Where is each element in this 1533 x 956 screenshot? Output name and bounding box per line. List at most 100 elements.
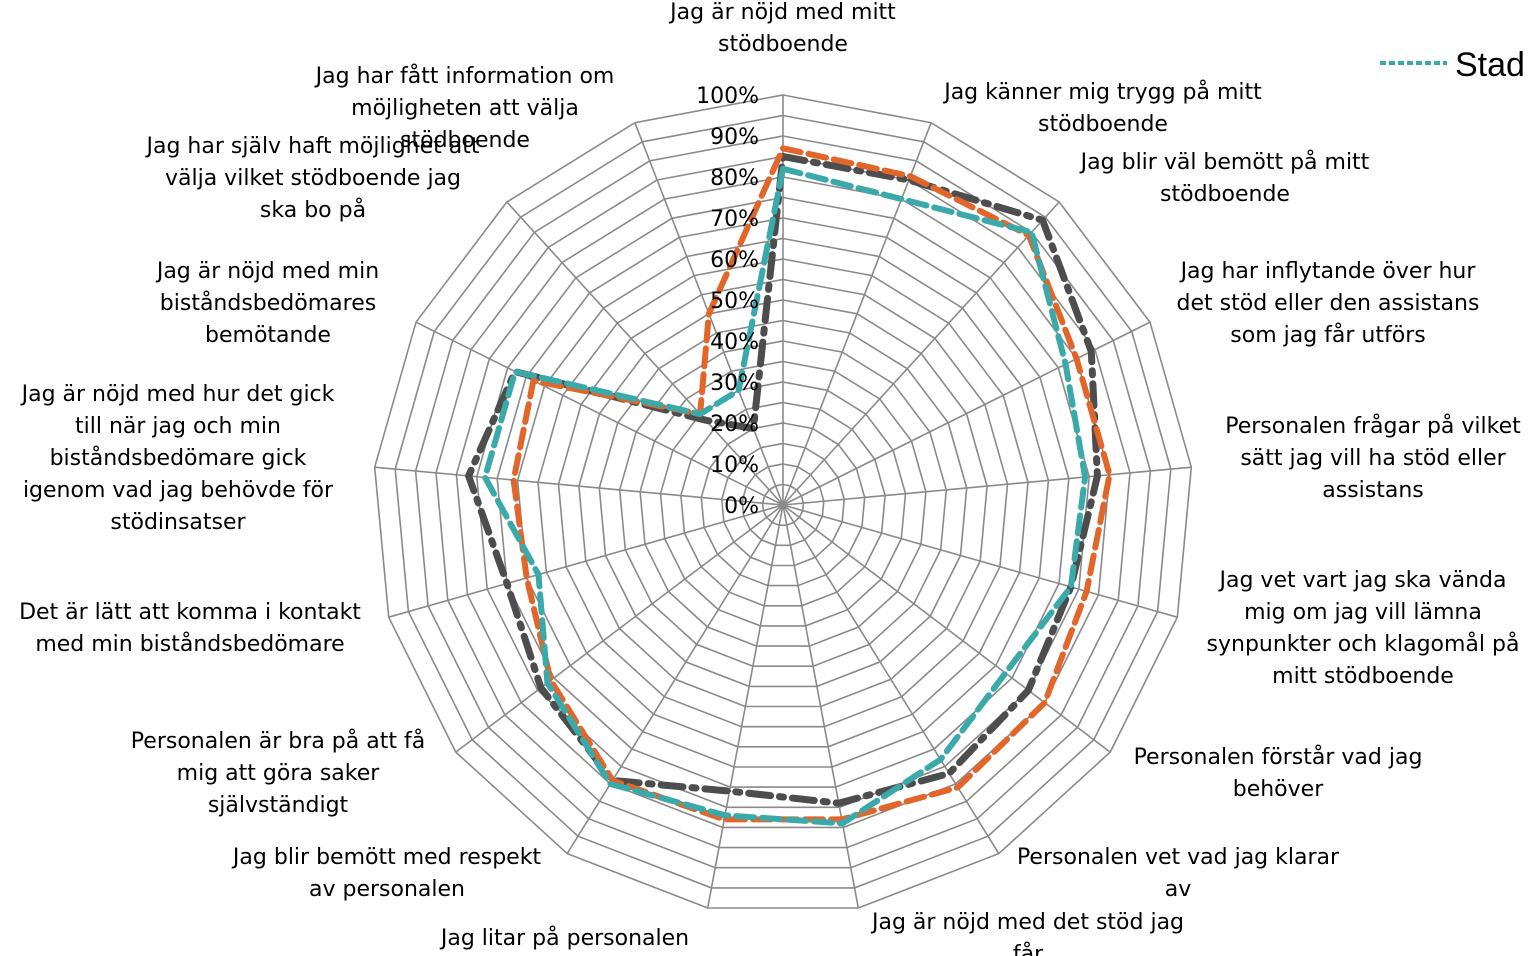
category-label: Det är lätt att komma i kontakt med min b…: [19, 600, 361, 657]
data-point: [728, 789, 731, 793]
legend-label-stad: Stad: [1455, 46, 1525, 84]
data-point: [837, 801, 841, 805]
tick-label: 100%: [696, 84, 759, 109]
data-point: [781, 146, 785, 150]
series-line-3: [482, 165, 1089, 827]
series-line-2: [510, 145, 1113, 823]
radial-spoke: [782, 504, 1111, 753]
grid-ring: [720, 442, 846, 567]
data-point: [751, 427, 755, 430]
data-point: [900, 197, 903, 201]
data-point: [512, 478, 516, 482]
data-point: [1043, 701, 1047, 705]
data-point: [505, 582, 509, 585]
grid-ring: [414, 135, 1152, 869]
data-point: [1108, 473, 1112, 477]
data-point: [1069, 585, 1073, 589]
tick-label: 70%: [710, 207, 759, 232]
data-point: [513, 370, 517, 374]
grid-ring: [475, 196, 1091, 809]
radial-spoke: [506, 201, 784, 506]
data-point: [1095, 474, 1099, 478]
radial-spoke: [782, 122, 932, 506]
grid-ring: [618, 340, 948, 668]
radial-spoke: [782, 504, 1178, 618]
grid-ring: [659, 381, 907, 627]
category-label: Jag är nöjd med mitt stödboende: [668, 0, 896, 57]
radial-spoke: [415, 321, 784, 506]
tick-label: 0%: [724, 494, 759, 519]
grid-ring: [700, 422, 866, 587]
radial-spoke: [706, 504, 784, 909]
data-point: [537, 573, 540, 577]
tick-label: 30%: [710, 371, 759, 396]
category-label: Jag är nöjd med min biståndsbedömares bemö…: [155, 259, 379, 348]
grid-ring: [516, 237, 1050, 768]
tick-label: 60%: [710, 248, 759, 273]
data-point: [1026, 688, 1030, 692]
category-label: Jag har själv haft möjlighet att välja vi…: [145, 134, 480, 223]
data-point: [737, 388, 741, 392]
grid-ring: [373, 94, 1193, 909]
category-label: Jag vet vart jag ska vända mig om jag vil…: [1207, 568, 1520, 689]
category-labels: Jag är nöjd med mitt stödboende Jag känner…: [19, 0, 1521, 956]
data-point: [1004, 671, 1007, 675]
tick-label: 40%: [710, 330, 759, 355]
radial-spoke: [782, 201, 1060, 506]
data-point: [704, 418, 708, 422]
radial-spoke: [388, 504, 784, 618]
category-label: Personalen frågar på vilket sätt jag vill…: [1225, 413, 1521, 503]
grid-ring: [598, 319, 968, 688]
data-point: [539, 686, 543, 690]
category-label: Personalen vet vad jag klarar av: [1017, 845, 1340, 902]
data-point: [1085, 589, 1089, 593]
data-point: [611, 778, 614, 782]
radial-spoke: [374, 466, 784, 506]
grid-ring: [578, 299, 988, 708]
data-point: [525, 576, 529, 580]
category-label: Jag har fått information om möjligheten a…: [314, 63, 615, 153]
radial-spoke: [566, 504, 784, 855]
data-point: [1089, 350, 1093, 353]
tick-label: 50%: [710, 289, 759, 314]
radial-spoke: [782, 466, 1192, 506]
data-point: [939, 758, 943, 761]
data-point: [947, 771, 951, 775]
category-label: Jag blir bemött med respekt av personalen: [231, 845, 542, 902]
grid-ring: [741, 463, 825, 547]
category-label: Jag blir väl bemött på mitt stödboende: [1079, 149, 1370, 207]
tick-label: 20%: [710, 412, 759, 437]
data-point: [467, 474, 471, 478]
data-point: [956, 785, 960, 789]
tick-label: 90%: [710, 125, 759, 150]
grid-ring: [761, 483, 805, 527]
legend: Stad: [1380, 46, 1525, 84]
data-point: [531, 379, 535, 383]
data-point: [698, 412, 702, 416]
data-point: [545, 681, 549, 685]
data-point: [841, 821, 844, 825]
grid-ring: [394, 114, 1172, 889]
data-point: [723, 813, 727, 817]
category-label: Jag har inflytande över hur det stöd elle…: [1177, 259, 1480, 348]
data-point: [707, 312, 711, 316]
category-label: Jag litar på personalen: [439, 925, 689, 951]
data-point: [1064, 362, 1068, 366]
data-point: [483, 475, 487, 479]
data-point: [907, 178, 911, 182]
radar-grid: [373, 94, 1193, 909]
data-point: [1041, 218, 1045, 222]
data-point: [1075, 357, 1079, 361]
radar-spokes: [374, 95, 1192, 909]
category-label: Jag är nöjd med det stöd jag får: [870, 910, 1184, 956]
data-point: [908, 174, 912, 178]
tick-label: 10%: [710, 453, 759, 478]
data-point: [1083, 475, 1087, 479]
category-label: Personalen är bra på att få mig att göra …: [131, 728, 425, 818]
radial-tick-labels: 0% 10% 20% 30% 40% 50% 60% 70% 80% 90% 100%: [696, 84, 759, 519]
tick-label: 80%: [710, 166, 759, 191]
grid-ring: [496, 217, 1070, 788]
data-point: [781, 167, 785, 171]
